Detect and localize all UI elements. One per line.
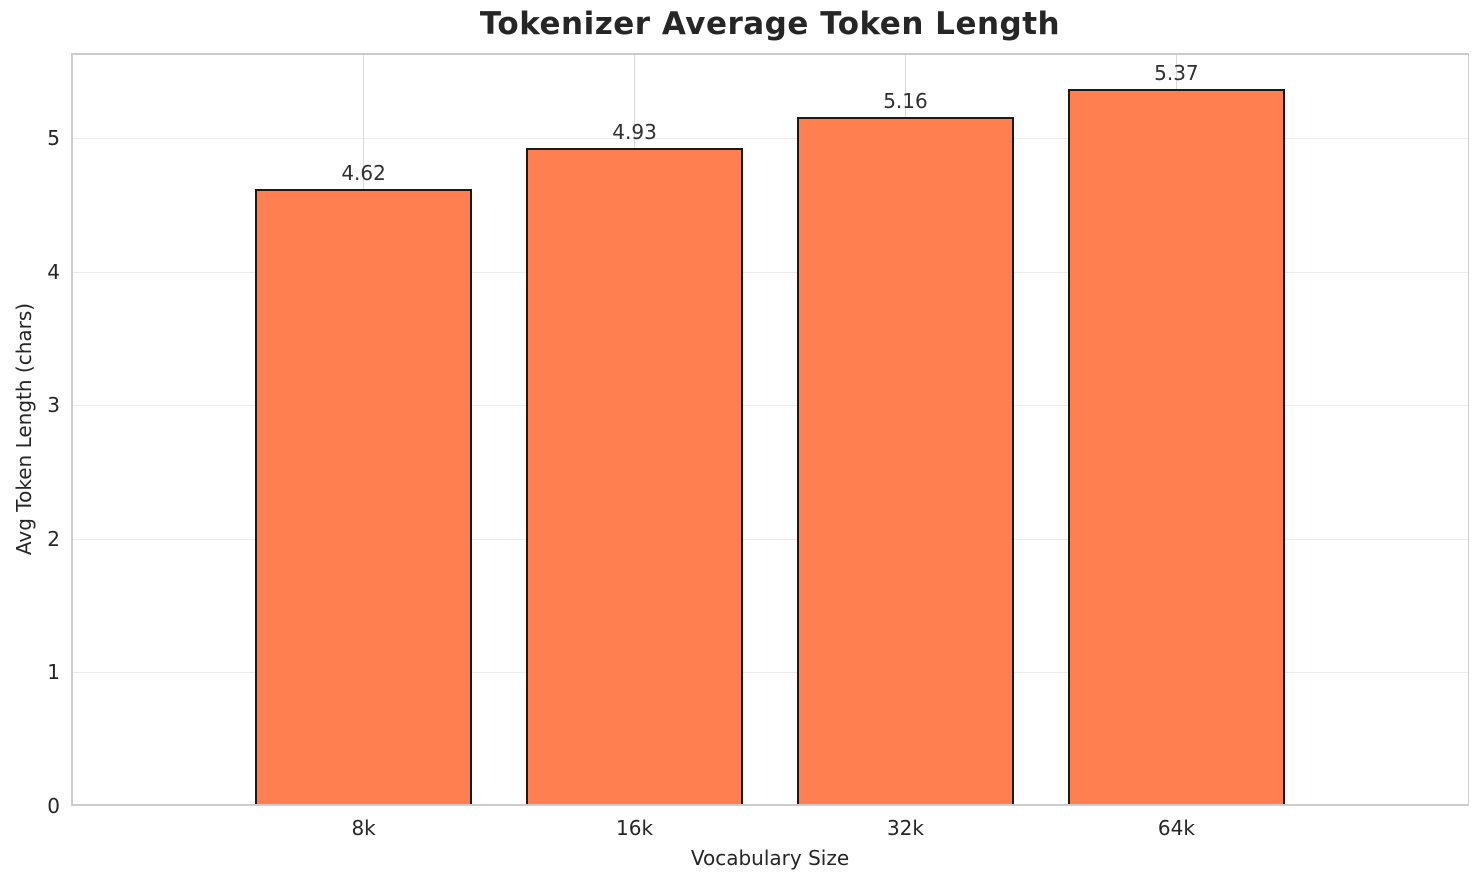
bar-value-label: 5.16 <box>883 89 928 114</box>
horizontal-gridline <box>71 405 1469 407</box>
bar <box>255 189 472 806</box>
y-tick-label: 2 <box>47 526 60 551</box>
y-axis-label: Avg Token Length (chars) <box>12 302 36 556</box>
x-tick-label: 16k <box>616 816 654 840</box>
y-tick-label: 0 <box>47 794 60 818</box>
y-tick-label: 3 <box>47 393 60 418</box>
bar-value-label: 4.93 <box>612 119 657 144</box>
bar-value-label: 5.37 <box>1154 61 1199 86</box>
plot-area: 4.62 4.93 5.16 5.37 <box>71 53 1469 806</box>
x-tick-label: 64k <box>1157 816 1195 840</box>
bar <box>1068 89 1285 806</box>
right-spine <box>1467 53 1469 806</box>
y-tick-label: 5 <box>47 126 60 151</box>
bottom-spine <box>71 804 1469 806</box>
y-tick-label: 1 <box>47 660 60 685</box>
bar-value-label: 4.62 <box>341 161 386 186</box>
horizontal-gridline <box>71 138 1469 140</box>
bar <box>797 117 1014 806</box>
x-tick-label: 32k <box>886 816 924 840</box>
x-axis-label: Vocabulary Size <box>690 846 850 870</box>
horizontal-gridline <box>71 672 1469 674</box>
y-tick-label: 4 <box>47 259 60 284</box>
top-spine <box>71 53 1469 55</box>
left-spine <box>71 53 73 806</box>
horizontal-gridline <box>71 271 1469 273</box>
bar <box>526 147 743 806</box>
x-tick-label: 8k <box>351 816 376 840</box>
chart-title: Tokenizer Average Token Length <box>479 6 1061 42</box>
horizontal-gridline <box>71 538 1469 540</box>
